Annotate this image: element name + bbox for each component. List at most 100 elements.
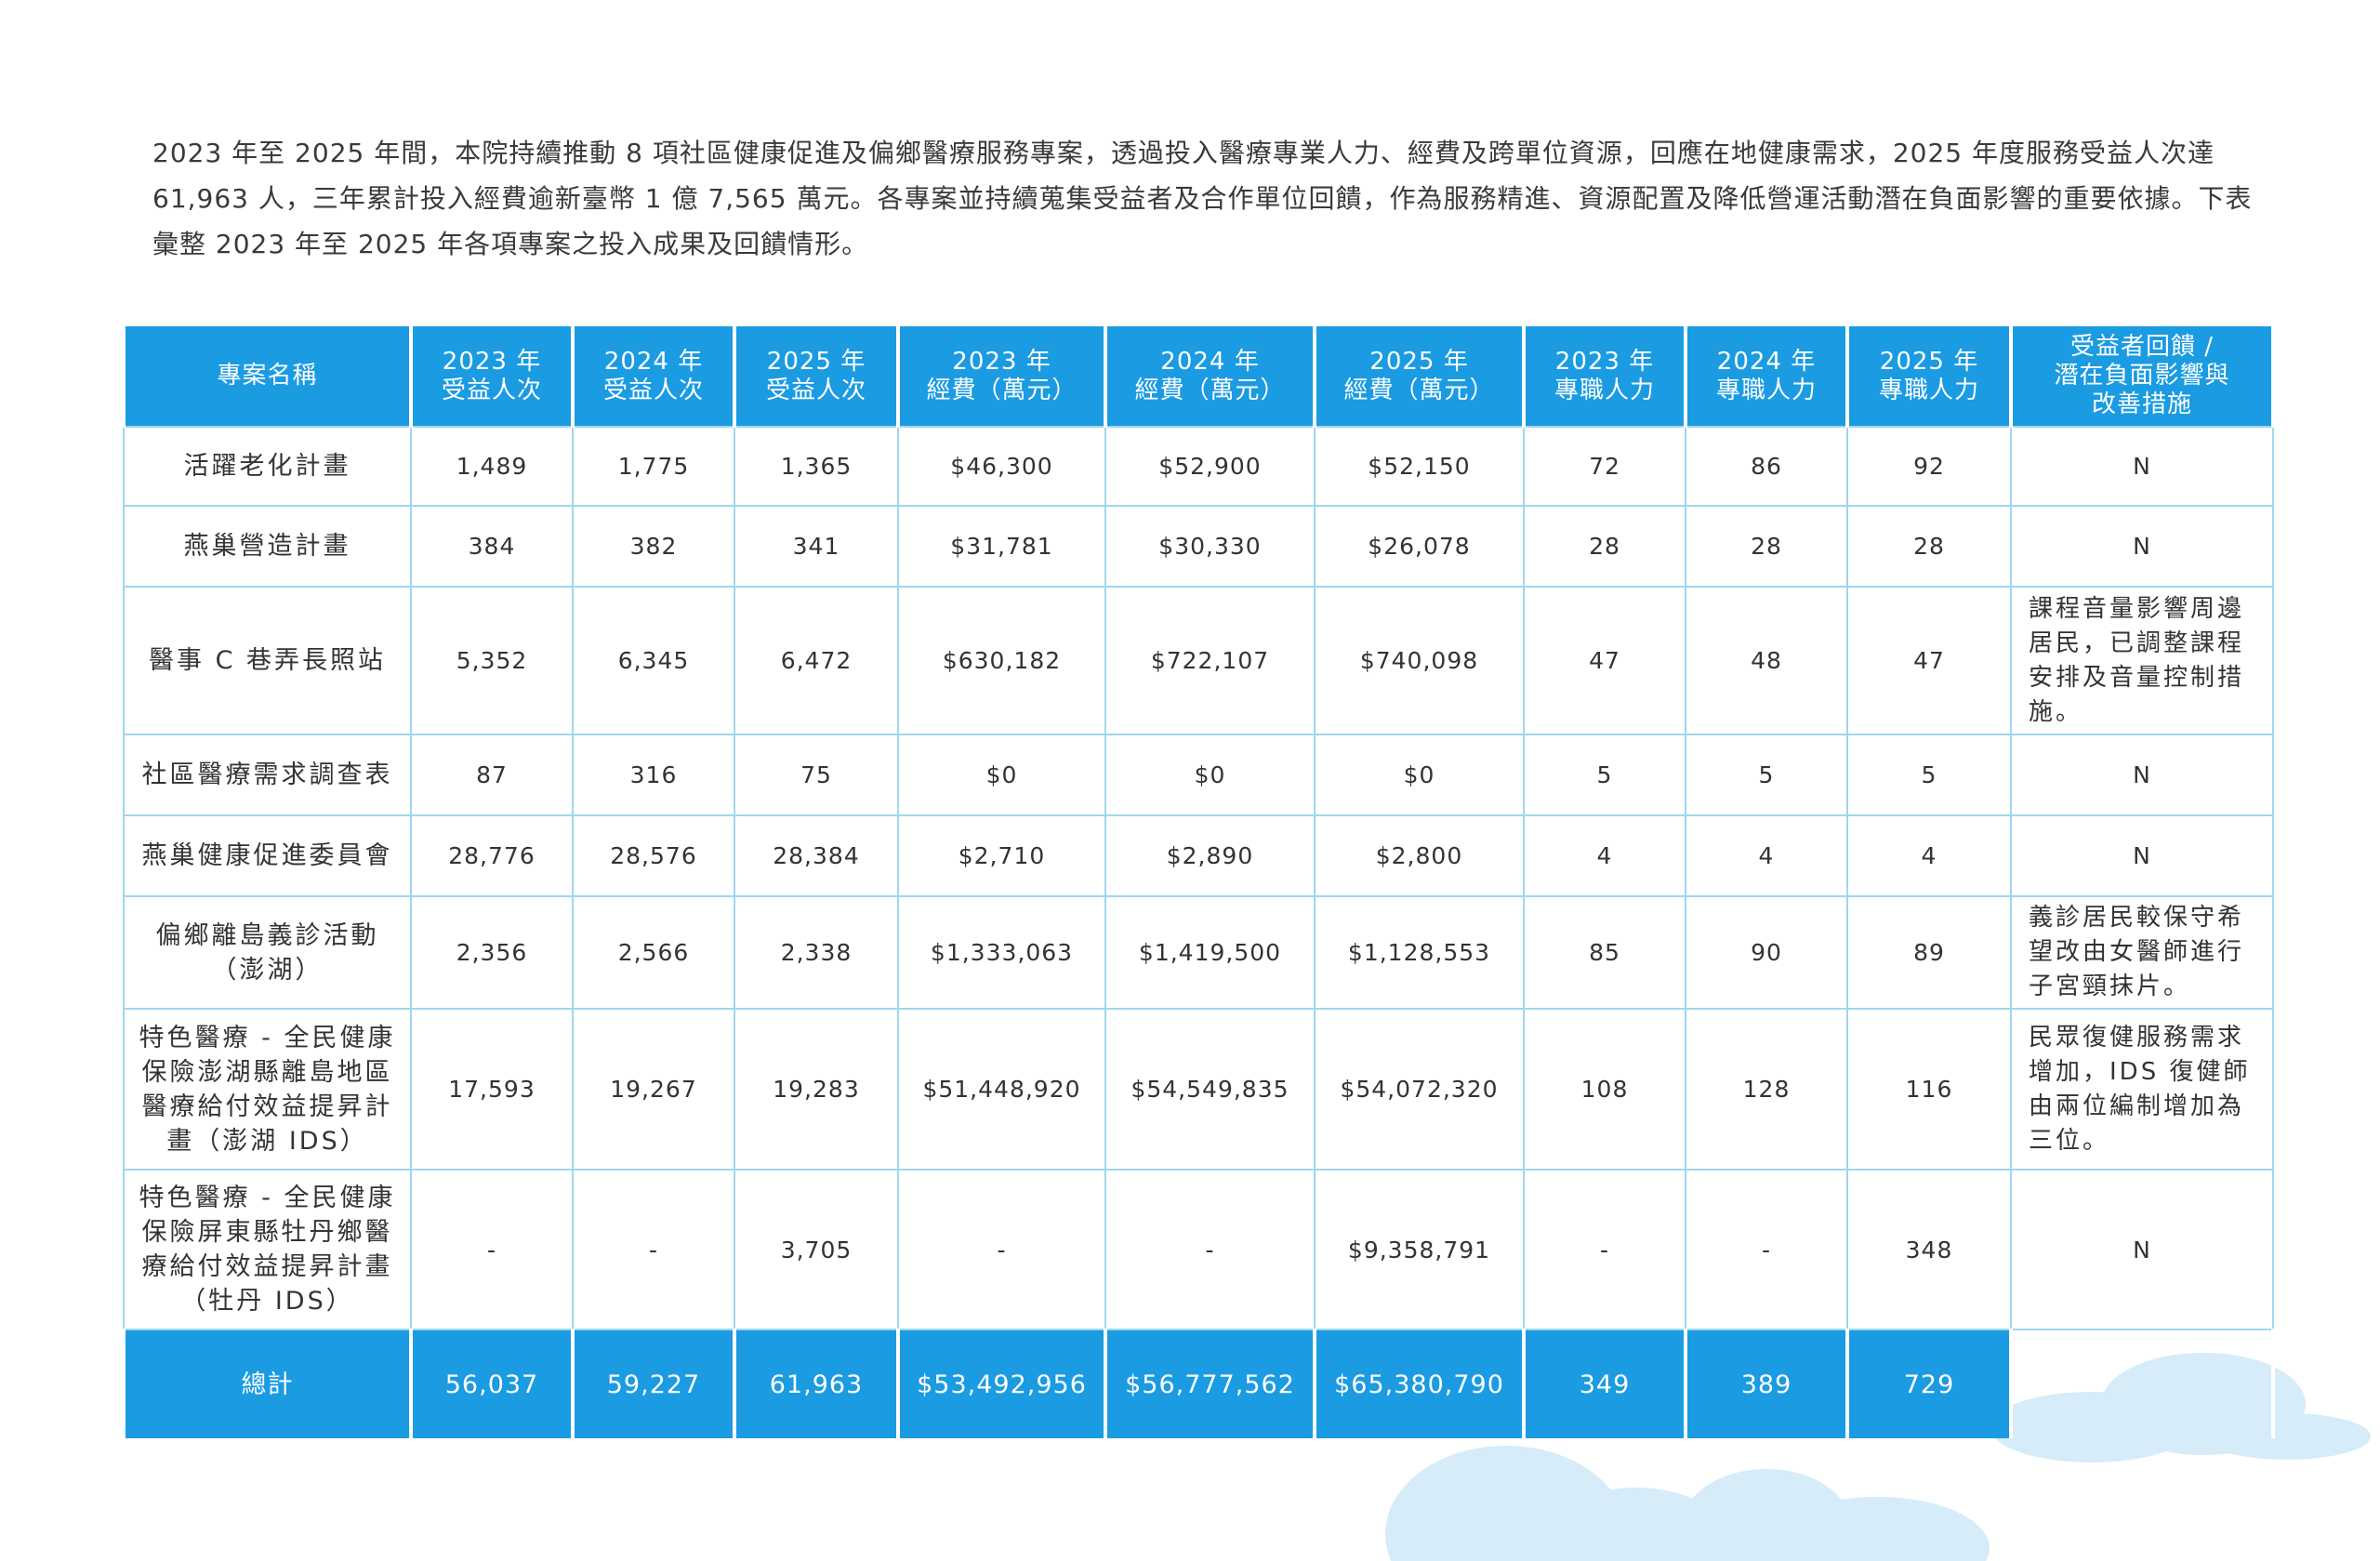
table-cell: 2,566: [572, 895, 735, 1010]
table-body: 活躍老化計畫 1,489 1,775 1,365 $46,300 $52,900 $52,1…: [122, 426, 2275, 1438]
table-cell: 19,267: [572, 1008, 735, 1171]
table-cell: 5: [1846, 734, 2012, 816]
table-cell: $1,419,500: [1104, 895, 1316, 1010]
table-cell: 2,356: [410, 895, 574, 1010]
table-cell: 2,338: [734, 895, 899, 1010]
total-cell: 729: [1845, 1329, 2013, 1438]
table-cell: 5,352: [410, 586, 574, 735]
table-cell: 72: [1523, 426, 1686, 507]
table-cell: -: [572, 1169, 735, 1330]
table-cell: $1,333,063: [897, 895, 1106, 1010]
total-cell: 349: [1522, 1329, 1687, 1438]
project-name: 特色醫療 - 全民健康保險屏東縣牡丹鄉醫療給付效益提昇計畫（牡丹 IDS）: [123, 1169, 412, 1330]
table-cell: 4: [1523, 814, 1686, 897]
project-name: 特色醫療 - 全民健康保險澎湖縣離島地區醫療給付效益提昇計畫（澎湖 IDS）: [123, 1008, 412, 1171]
total-cell-blank: [2009, 1329, 2275, 1438]
table-cell: 3,705: [734, 1169, 899, 1330]
table-cell: N: [2010, 426, 2274, 507]
table-cell: $9,358,791: [1314, 1169, 1525, 1330]
table-row: 社區醫療需求調查表 87 316 75 $0 $0 $0 5 5 5 N: [123, 734, 2274, 816]
total-cell: 61,963: [733, 1329, 900, 1438]
table-cell: $2,710: [897, 814, 1106, 897]
table-cell: 5: [1685, 734, 1848, 816]
table-cell: 5: [1523, 734, 1686, 816]
table-cell: $1,128,553: [1314, 895, 1525, 1010]
table-cell: 316: [572, 734, 735, 816]
header-cell: 2025 年 經費（萬元）: [1313, 326, 1526, 427]
table-row: 特色醫療 - 全民健康保險屏東縣牡丹鄉醫療給付效益提昇計畫（牡丹 IDS） - -3…: [123, 1169, 2274, 1330]
total-cell: $53,492,956: [896, 1329, 1107, 1438]
header-cell: 2025 年 受益人次: [733, 326, 900, 427]
table-cell: 4: [1846, 814, 2012, 897]
table-cell: $30,330: [1104, 505, 1316, 588]
header-cell: 2024 年 經費（萬元）: [1104, 326, 1316, 427]
table-cell: $54,072,320: [1314, 1008, 1525, 1171]
table-cell: $0: [897, 734, 1106, 816]
table-cell: $0: [1104, 734, 1316, 816]
project-name: 醫事 C 巷弄長照站: [123, 586, 412, 735]
table-cell: 90: [1685, 895, 1848, 1010]
project-table: 專案名稱 2023 年 受益人次 2024 年 受益人次 2025 年 受益人次 202…: [122, 326, 2275, 1438]
table-cell: $52,900: [1104, 426, 1316, 507]
project-name: 社區醫療需求調查表: [123, 734, 412, 816]
total-cell: 56,037: [409, 1329, 575, 1438]
table-row: 偏鄉離島義診活動（澎湖） 2,356 2,566 2,338 $1,333,063 $1,…: [123, 895, 2274, 1010]
intro-paragraph: 2023 年至 2025 年間，本院持續推動 8 項社區健康促進及偏鄉醫療服務專…: [152, 138, 2253, 259]
table-cell: N: [2010, 1169, 2274, 1330]
table-cell: $630,182: [897, 586, 1106, 735]
table-cell: 108: [1523, 1008, 1686, 1171]
table-row: 燕巢營造計畫 384 382 341 $31,781 $30,330 $26,078 28 28…: [123, 505, 2274, 588]
table-row: 活躍老化計畫 1,489 1,775 1,365 $46,300 $52,900 $52,1…: [123, 426, 2274, 507]
table-cell: -: [410, 1169, 574, 1330]
project-name: 燕巢營造計畫: [123, 505, 412, 588]
header-cell: 2024 年 受益人次: [571, 326, 736, 427]
table-cell: N: [2010, 505, 2274, 588]
table-cell: 28,576: [572, 814, 735, 897]
table-cell: 28: [1846, 505, 2012, 588]
table-cell: 6,345: [572, 586, 735, 735]
table-row: 燕巢健康促進委員會 28,776 28,576 28,384 $2,710 $2,890 $…: [123, 814, 2274, 897]
table-cell: 92: [1846, 426, 2012, 507]
project-name: 活躍老化計畫: [123, 426, 412, 507]
table-cell: -: [897, 1169, 1106, 1330]
table-cell: 128: [1685, 1008, 1848, 1171]
total-row: 總計 56,037 59,227 61,963 $53,492,956 $56,777,5…: [122, 1329, 2275, 1438]
table-cell: 48: [1685, 586, 1848, 735]
table-cell: 1,365: [734, 426, 899, 507]
table-cell: $52,150: [1314, 426, 1525, 507]
table-cell: N: [2010, 734, 2274, 816]
total-cell: $56,777,562: [1104, 1329, 1316, 1438]
total-cell: 59,227: [571, 1329, 736, 1438]
table-cell: 382: [572, 505, 735, 588]
table-cell: $51,448,920: [897, 1008, 1106, 1171]
header-cell: 專案名稱: [122, 326, 413, 427]
header-cell: 2023 年 專職人力: [1522, 326, 1687, 427]
table-cell: -: [1685, 1169, 1848, 1330]
header-cell: 2023 年 受益人次: [409, 326, 575, 427]
table-cell: 384: [410, 505, 574, 588]
table-cell: 課程音量影響周邊居民，已調整課程安排及音量控制措施。: [2010, 586, 2274, 735]
table-cell: 28: [1685, 505, 1848, 588]
table-cell: 民眾復健服務需求增加，IDS 復健師由兩位編制增加為三位。: [2010, 1008, 2274, 1171]
table-cell: 4: [1685, 814, 1848, 897]
table-cell: $31,781: [897, 505, 1106, 588]
total-cell: $65,380,790: [1313, 1329, 1526, 1438]
table-cell: N: [2010, 814, 2274, 897]
table-cell: 75: [734, 734, 899, 816]
table-cell: 28,776: [410, 814, 574, 897]
table-cell: 87: [410, 734, 574, 816]
header-cell: 受益者回饋 / 潛在負面影響與 改善措施: [2009, 326, 2275, 427]
table-cell: $2,890: [1104, 814, 1316, 897]
table-cell: $0: [1314, 734, 1525, 816]
project-name: 偏鄉離島義診活動（澎湖）: [123, 895, 412, 1010]
table-cell: $740,098: [1314, 586, 1525, 735]
table-row: 特色醫療 - 全民健康保險澎湖縣離島地區醫療給付效益提昇計畫（澎湖 IDS） 17…: [123, 1008, 2274, 1171]
table-cell: 116: [1846, 1008, 2012, 1171]
table-cell: 85: [1523, 895, 1686, 1010]
table-cell: 19,283: [734, 1008, 899, 1171]
header-cell: 2025 年 專職人力: [1845, 326, 2013, 427]
table-row: 醫事 C 巷弄長照站 5,352 6,345 6,472 $630,182 $722,10…: [123, 586, 2274, 735]
table-cell: 86: [1685, 426, 1848, 507]
header-cell: 2023 年 經費（萬元）: [896, 326, 1107, 427]
